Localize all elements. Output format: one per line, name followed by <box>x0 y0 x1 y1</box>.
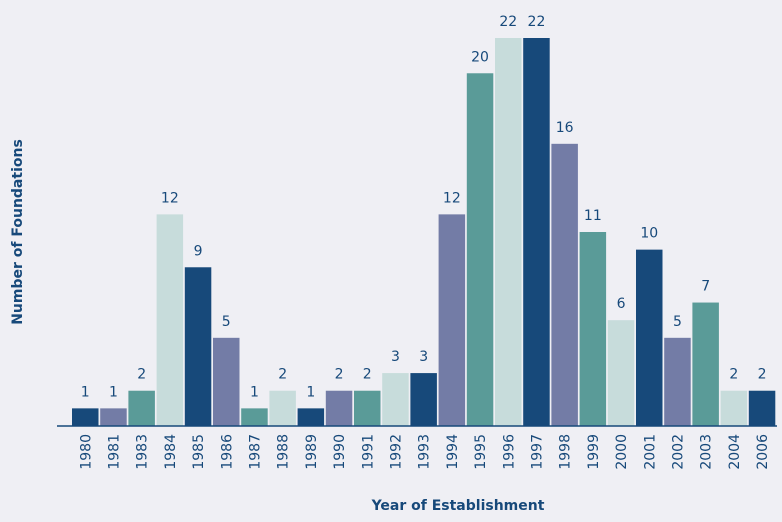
bar <box>748 390 776 426</box>
bar <box>297 408 325 426</box>
x-tick-label: 1991 <box>360 434 376 470</box>
bar <box>438 214 466 426</box>
x-tick-label: 1992 <box>388 434 404 470</box>
bar <box>523 38 550 426</box>
bar <box>325 390 353 426</box>
x-tick-label: 1997 <box>529 434 545 470</box>
bar <box>184 267 212 426</box>
bar <box>495 38 522 426</box>
x-tick-label: 1999 <box>586 434 602 470</box>
y-axis-label: Number of Foundations <box>10 139 26 325</box>
x-tick-label: 2000 <box>614 434 630 470</box>
value-label: 2 <box>363 367 372 383</box>
x-tick-label: 1989 <box>304 434 320 470</box>
x-tick-label: 1985 <box>191 434 207 470</box>
value-label: 9 <box>194 243 203 259</box>
bar <box>692 302 719 426</box>
value-label: 3 <box>391 349 400 365</box>
x-tick-label: 1987 <box>247 434 263 470</box>
x-tick-label: 1986 <box>219 434 235 470</box>
x-axis-label: Year of Establishment <box>371 498 545 514</box>
bar <box>269 390 296 426</box>
bar <box>241 408 268 426</box>
value-label: 1 <box>306 384 315 400</box>
value-label: 2 <box>137 367 146 383</box>
bar <box>664 337 691 426</box>
value-label: 22 <box>499 14 517 30</box>
x-tick-label: 1983 <box>135 434 151 470</box>
value-label: 6 <box>617 296 626 312</box>
bar <box>410 373 437 426</box>
x-tick-label: 1994 <box>445 434 461 470</box>
bar <box>636 249 663 426</box>
x-tick-label: 2004 <box>727 434 743 470</box>
x-tick-label: 2006 <box>755 434 771 470</box>
x-tick-label: 1998 <box>558 434 574 470</box>
bar <box>466 73 494 426</box>
x-tick-label: 1988 <box>276 434 292 470</box>
x-tick-label: 2002 <box>670 434 686 470</box>
bar <box>607 320 635 426</box>
value-label: 1 <box>81 384 90 400</box>
value-label: 2 <box>335 367 344 383</box>
x-tick-label: 2003 <box>699 434 715 470</box>
bar <box>551 143 578 426</box>
value-label: 22 <box>528 14 546 30</box>
x-tick-label: 1984 <box>163 434 179 470</box>
bar <box>579 232 607 426</box>
x-tick-label: 1995 <box>473 434 489 470</box>
value-label: 1 <box>109 384 118 400</box>
x-tick-label: 1993 <box>417 434 433 470</box>
value-label: 3 <box>419 349 428 365</box>
bar <box>128 390 155 426</box>
value-label: 20 <box>471 49 489 65</box>
value-label: 5 <box>222 314 231 330</box>
bar <box>382 373 409 426</box>
x-tick-label: 1996 <box>501 434 517 470</box>
value-label: 11 <box>584 208 602 224</box>
value-label: 2 <box>729 367 738 383</box>
value-label: 1 <box>250 384 259 400</box>
x-tick-label: 2001 <box>642 434 658 470</box>
value-label: 2 <box>278 367 287 383</box>
bar <box>156 214 184 426</box>
bar <box>720 390 748 426</box>
x-tick-label: 1980 <box>78 434 94 470</box>
value-label: 2 <box>758 367 767 383</box>
value-label: 7 <box>701 279 710 295</box>
x-tick-label: 1990 <box>332 434 348 470</box>
value-label: 12 <box>443 190 461 206</box>
value-label: 10 <box>640 226 658 242</box>
value-label: 5 <box>673 314 682 330</box>
value-label: 16 <box>556 120 574 136</box>
bar <box>100 408 127 426</box>
bar <box>354 390 381 426</box>
value-label: 12 <box>161 190 179 206</box>
bar <box>72 408 99 426</box>
bar <box>213 337 240 426</box>
x-tick-label: 1981 <box>106 434 122 470</box>
